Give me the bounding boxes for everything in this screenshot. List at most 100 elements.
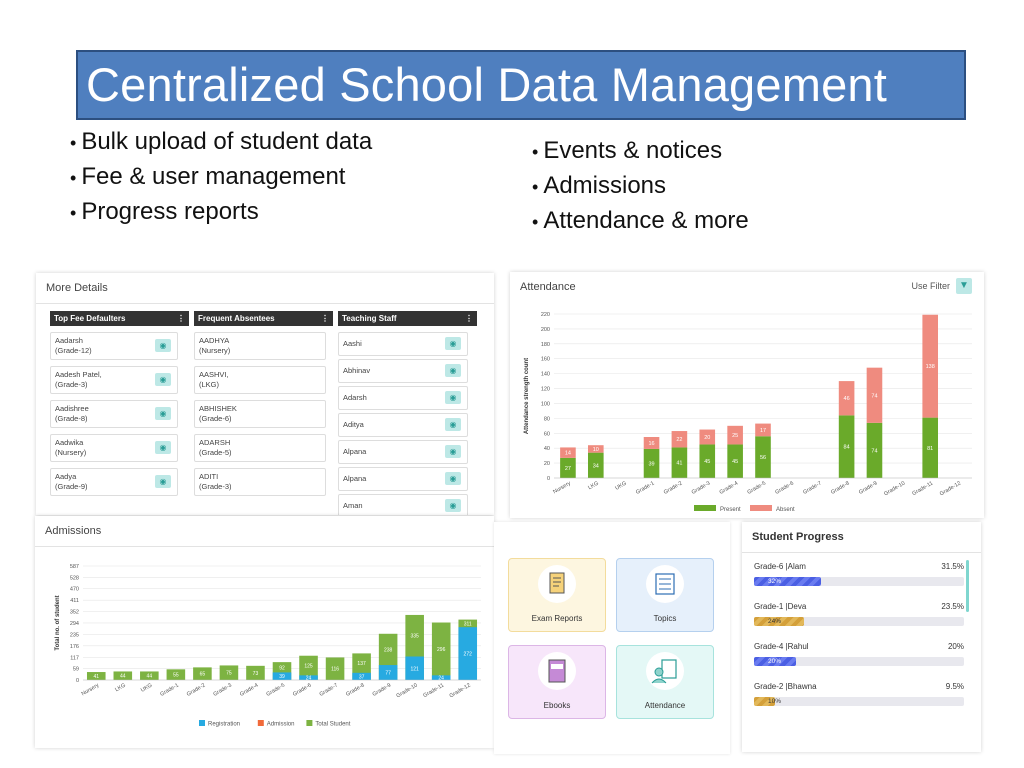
bar-present (671, 447, 688, 478)
data-label: 116 (331, 667, 339, 673)
column-header: Teaching Staff ⋮ (338, 311, 477, 326)
progress-percent: 9.5% (945, 682, 964, 691)
item-name: Aashi (343, 339, 362, 348)
list-item[interactable]: Aman ◉ (338, 494, 468, 515)
list-item[interactable]: Aadesh Patel, (Grade-3) ◉ (50, 366, 178, 394)
x-tick-label: LKG (114, 683, 127, 694)
bullet-item: Attendance & more (532, 204, 748, 239)
y-axis-label: Total no. of student (55, 595, 61, 650)
y-tick-label: 235 (70, 632, 79, 638)
progress-fill: 32% (754, 577, 822, 586)
list-item[interactable]: Alpana ◉ (338, 467, 468, 491)
view-eye-icon[interactable]: ◉ (155, 407, 171, 420)
view-eye-icon[interactable]: ◉ (445, 391, 461, 404)
list-item[interactable]: ABHISHEK (Grade-6) (194, 400, 326, 428)
list-item[interactable]: Alpana ◉ (338, 440, 468, 464)
bar-absent (699, 429, 716, 445)
list-item[interactable]: Abhinav ◉ (338, 359, 468, 383)
data-label: 14 (565, 451, 571, 457)
item-name: Aadishree (55, 404, 89, 413)
item-grade: (LKG) (199, 380, 220, 389)
bar-absent (838, 381, 855, 416)
data-label: 37 (359, 674, 365, 680)
list-item[interactable]: ADARSH (Grade-5) (194, 434, 326, 462)
y-tick-label: 80 (544, 416, 550, 422)
list-item[interactable]: AASHVI, (LKG) (194, 366, 326, 394)
more-options-icon[interactable]: ⋮ (177, 314, 185, 323)
list-item[interactable]: Aashi ◉ (338, 332, 468, 356)
more-options-icon[interactable]: ⋮ (321, 314, 329, 323)
item-grade: (Grade-9) (55, 482, 88, 491)
view-eye-icon[interactable]: ◉ (155, 475, 171, 488)
y-tick-label: 59 (73, 667, 79, 673)
view-eye-icon[interactable]: ◉ (445, 418, 461, 431)
tile-label: Topics (653, 614, 677, 623)
scrollbar[interactable] (966, 560, 969, 612)
column-header: Frequent Absentees ⋮ (194, 311, 333, 326)
view-eye-icon[interactable]: ◉ (155, 373, 171, 386)
legend-swatch (750, 505, 772, 511)
data-label: 17 (760, 428, 766, 434)
more-options-icon[interactable]: ⋮ (465, 314, 473, 323)
list-item[interactable]: Aadarsh (Grade-12) ◉ (50, 332, 178, 360)
slide-title: Centralized School Data Management (76, 50, 966, 120)
list-item[interactable]: Aadwika (Nursery) ◉ (50, 434, 178, 462)
data-label: 44 (147, 674, 153, 680)
progress-percent: 20% (947, 642, 964, 651)
view-eye-icon[interactable]: ◉ (445, 499, 461, 512)
tile-attendance[interactable]: Attendance (616, 645, 714, 719)
item-name: Alpana (343, 474, 367, 483)
view-eye-icon[interactable]: ◉ (445, 364, 461, 377)
progress-row: Grade-6 |Alam 31.5% 32% (754, 562, 964, 586)
list-item[interactable]: Adarsh ◉ (338, 386, 468, 410)
progress-row: Grade-4 |Rahul 20% 20% (754, 642, 964, 666)
bullet-list-left: Bulk upload of student data Fee & user m… (70, 125, 372, 230)
item-grade: (Grade-8) (55, 414, 88, 423)
y-tick-label: 200 (541, 327, 550, 333)
x-tick-label: Grade-1 (159, 683, 179, 698)
column-header-label: Top Fee Defaulters (54, 314, 126, 323)
item-name: Aadwika (55, 438, 84, 447)
progress-bar: 24% (754, 617, 964, 626)
x-tick-label: Grade-6 (292, 683, 312, 698)
filter-icon[interactable]: ▼ (956, 278, 972, 294)
tile-ebooks[interactable]: Ebooks (508, 645, 606, 719)
list-item[interactable]: ADITI (Grade-3) (194, 468, 326, 496)
list-item[interactable]: Aditya ◉ (338, 413, 468, 437)
bar-registration (405, 656, 424, 680)
view-eye-icon[interactable]: ◉ (445, 337, 461, 350)
y-tick-label: 160 (541, 357, 550, 363)
progress-bar: 10% (754, 697, 964, 706)
view-eye-icon[interactable]: ◉ (445, 472, 461, 485)
list-item[interactable]: Aadishree (Grade-8) ◉ (50, 400, 178, 428)
tile-exam-reports[interactable]: Exam Reports (508, 558, 606, 632)
details-column: Teaching Staff ⋮ Aashi ◉ Abhinav ◉ Adarsh ◉ Adit… (338, 311, 477, 515)
bar-present (838, 415, 855, 478)
view-eye-icon[interactable]: ◉ (445, 445, 461, 458)
data-label: 77 (385, 671, 391, 677)
tile-topics[interactable]: Topics (616, 558, 714, 632)
bar-registration (378, 665, 398, 680)
legend-swatch (199, 720, 205, 726)
y-tick-label: 294 (70, 621, 79, 627)
exam-report-icon (538, 565, 576, 603)
list-item[interactable]: AADHYA (Nursery) (194, 332, 326, 360)
data-label: 41 (676, 461, 682, 467)
view-eye-icon[interactable]: ◉ (155, 441, 171, 454)
x-tick-label: UKG (614, 481, 627, 492)
progress-bar: 20% (754, 657, 964, 666)
column-header-label: Frequent Absentees (198, 314, 275, 323)
y-tick-label: 352 (70, 610, 79, 616)
legend-label: Total Student (315, 722, 350, 728)
item-name: Aditya (343, 420, 364, 429)
view-eye-icon[interactable]: ◉ (155, 339, 171, 352)
y-tick-label: 470 (70, 587, 79, 593)
list-item[interactable]: Aadya (Grade-9) ◉ (50, 468, 178, 496)
attendance-icon (646, 652, 684, 690)
item-name: Aadesh Patel, (55, 370, 102, 379)
data-label: 20 (704, 435, 710, 441)
bar-absent (866, 367, 883, 423)
x-tick-label: Grade-12 (449, 683, 472, 700)
data-label: 125 (304, 664, 313, 670)
data-label: 34 (593, 463, 599, 469)
